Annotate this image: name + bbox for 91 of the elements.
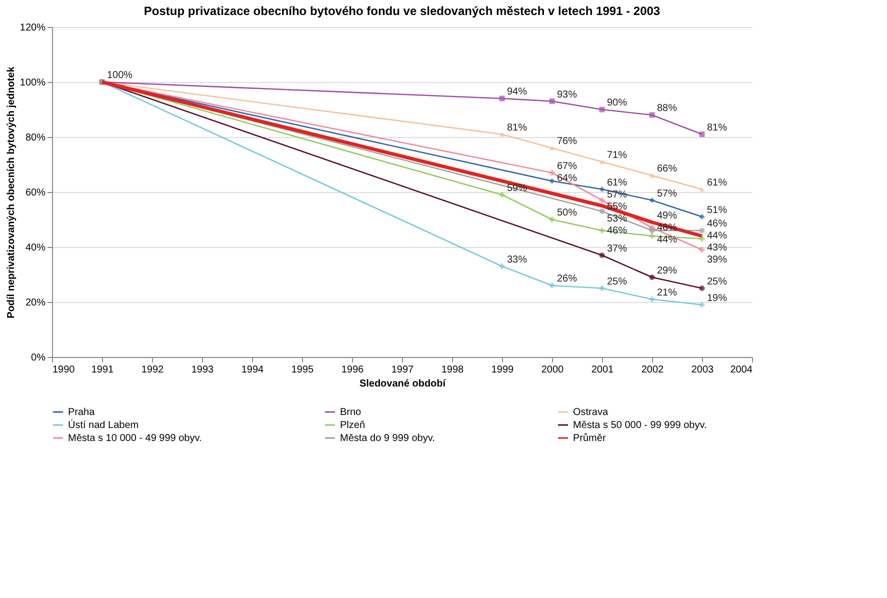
data-label: 71% xyxy=(607,150,628,161)
data-label: 59% xyxy=(507,182,528,194)
point xyxy=(699,302,705,308)
chart-title: Postup privatizace obecního bytového fondu ve sledovaných městech v letech 1991 - 2003 xyxy=(144,4,660,18)
x-tick-label: 1997 xyxy=(391,364,414,376)
legend-label: Praha xyxy=(68,407,96,418)
data-label: 57% xyxy=(657,188,678,200)
legend-label: Města s 50 000 - 99 999 obyv. xyxy=(573,420,707,431)
point xyxy=(699,132,705,137)
data-label: 66% xyxy=(657,164,678,174)
x-tick-label: 1995 xyxy=(291,364,314,376)
point xyxy=(699,228,705,234)
data-label: 37% xyxy=(607,243,628,254)
data-label: 33% xyxy=(507,254,528,266)
point xyxy=(499,132,505,137)
point xyxy=(499,264,505,269)
x-tick-label: 2001 xyxy=(591,364,614,376)
data-label: 55% xyxy=(607,201,628,212)
point xyxy=(649,274,655,280)
y-tick-label: 20% xyxy=(25,298,46,308)
point xyxy=(549,98,555,104)
x-tick-label: 2000 xyxy=(541,364,564,376)
data-label: 81% xyxy=(507,122,528,134)
x-tick-label: 2004 xyxy=(730,364,753,376)
point xyxy=(549,146,555,150)
data-label: 39% xyxy=(707,254,728,266)
point xyxy=(599,159,605,164)
legend-label: Plzeň xyxy=(340,420,366,431)
point xyxy=(649,228,655,234)
data-label: 44% xyxy=(657,234,678,246)
x-tick-label: 1994 xyxy=(241,364,264,376)
data-label: 51% xyxy=(707,204,728,216)
x-tick-label: 1992 xyxy=(141,364,164,376)
x-tick-label: 1999 xyxy=(491,364,514,376)
data-label: 64% xyxy=(557,172,578,184)
data-label: 61% xyxy=(607,177,628,188)
legend-label: Ostrava xyxy=(573,407,608,418)
x-axis-title: Sledované období xyxy=(359,378,447,390)
data-label: 93% xyxy=(557,89,578,100)
data-label: 19% xyxy=(707,292,728,304)
y-tick-label: 100% xyxy=(20,78,46,88)
data-label: 46% xyxy=(707,218,728,230)
legend-label: Průměr xyxy=(573,432,606,444)
legend-label: Města s 10 000 - 49 999 obyv. xyxy=(68,433,202,444)
data-label: 25% xyxy=(607,276,628,288)
data-label: 43% xyxy=(707,242,728,254)
data-label: 50% xyxy=(557,208,578,218)
data-label: 67% xyxy=(557,160,578,172)
x-tick-label: 2003 xyxy=(691,364,714,376)
point xyxy=(599,252,605,258)
data-label: 81% xyxy=(707,122,728,134)
data-label: 76% xyxy=(557,136,578,147)
point xyxy=(499,192,505,198)
data-label: 53% xyxy=(607,213,628,224)
point xyxy=(699,236,705,242)
point xyxy=(549,170,555,176)
point xyxy=(649,173,655,178)
y-tick-label: 120% xyxy=(20,22,46,34)
data-label: 26% xyxy=(557,274,578,284)
legend-label: Ústí nad Labem xyxy=(68,419,139,431)
x-tick-label: 1991 xyxy=(91,364,114,376)
legend-label: Brno xyxy=(340,407,362,418)
point xyxy=(699,247,705,252)
x-tick-label: 1996 xyxy=(341,364,364,376)
point xyxy=(599,208,605,214)
point xyxy=(549,178,555,184)
y-axis-title: Podíl neprivatizovaných obecních bytových jednotek xyxy=(6,66,17,318)
x-tick-label: 1990 xyxy=(52,364,76,376)
data-label: 29% xyxy=(657,265,678,276)
x-tick-label: 1998 xyxy=(441,364,464,376)
data-label: 49% xyxy=(657,210,678,222)
x-tick-label: 2002 xyxy=(641,364,664,376)
point xyxy=(599,198,605,203)
point xyxy=(649,296,655,302)
point xyxy=(599,286,605,291)
x-tick-label: 1993 xyxy=(191,364,214,376)
data-label: 21% xyxy=(657,287,678,298)
point xyxy=(699,186,705,192)
data-label: 88% xyxy=(657,103,678,114)
data-label: 100% xyxy=(107,70,133,81)
legend-label: Města do 9 999 obyv. xyxy=(340,433,435,444)
data-label: 44% xyxy=(707,230,728,242)
data-label: 90% xyxy=(607,98,628,108)
y-tick-label: 40% xyxy=(25,242,46,254)
data-label: 94% xyxy=(507,86,528,98)
data-label: 25% xyxy=(707,276,728,288)
point xyxy=(699,286,705,291)
data-label: 61% xyxy=(707,177,728,188)
y-tick-label: 80% xyxy=(25,132,46,144)
y-tick-label: 0% xyxy=(31,352,46,364)
y-tick-label: 60% xyxy=(25,188,46,198)
